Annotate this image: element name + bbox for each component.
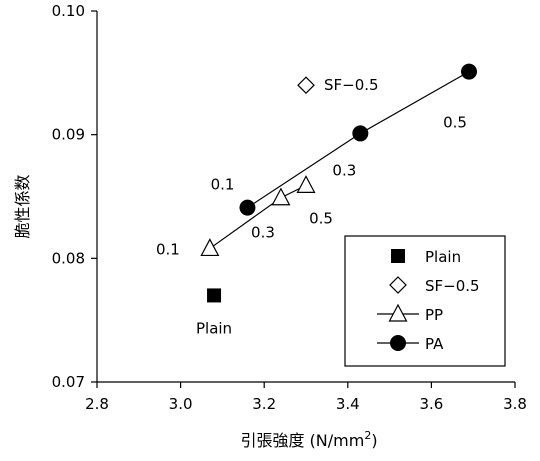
data-labels-layer: Plain SF−0.5 0.1 0.3 0.5 0.1 0.3 0.5 <box>156 76 467 337</box>
x-tick-label: 2.8 <box>85 395 109 413</box>
data-point-pp <box>200 238 220 257</box>
series-sf-0-5 <box>297 76 315 95</box>
axes-layer: 2.8 3.0 3.2 3.4 3.6 3.8 0.07 0.08 0.09 0.10 引張強度 (… <box>13 2 527 450</box>
data-point-sf-0-5 <box>297 76 315 95</box>
legend-marker-sf-0-5 <box>389 276 407 294</box>
data-label-sf-0-5: SF−0.5 <box>324 76 379 94</box>
series-pa <box>239 63 478 216</box>
y-tick-label: 0.09 <box>52 126 85 144</box>
legend: Plain SF−0.5 PP PA <box>344 235 506 367</box>
legend-item-sf-0-5: SF−0.5 <box>389 276 480 295</box>
data-point-pp <box>271 187 291 206</box>
x-tick-label: 3.4 <box>336 395 360 413</box>
y-tick-label: 0.08 <box>52 249 85 267</box>
data-point-pp <box>296 175 316 193</box>
x-axis-title: 引張強度 (N/mm2) <box>240 429 377 450</box>
x-axis-title-suffix: ) <box>371 431 377 450</box>
data-label-pa: 0.1 <box>211 176 235 194</box>
data-point-pa <box>461 63 478 80</box>
data-label-pa: 0.5 <box>443 114 467 132</box>
legend-label-sf-0-5: SF−0.5 <box>425 277 480 295</box>
legend-marker-pa <box>390 335 406 351</box>
data-label-plain: Plain <box>196 319 232 337</box>
x-tick-label: 3.0 <box>169 395 193 413</box>
legend-box <box>344 235 506 367</box>
y-tick-label: 0.10 <box>52 2 85 20</box>
legend-label-pa: PA <box>425 335 444 353</box>
data-label-pa: 0.3 <box>332 161 356 179</box>
data-point-plain <box>207 288 222 303</box>
legend-item-pa: PA <box>377 335 444 353</box>
x-tick-label: 3.8 <box>503 395 527 413</box>
y-tick-label: 0.07 <box>52 373 85 391</box>
legend-marker-plain <box>391 249 405 263</box>
series-pp <box>200 175 316 257</box>
data-label-pp: 0.1 <box>156 240 180 258</box>
legend-item-pp: PP <box>377 303 443 324</box>
legend-label-plain: Plain <box>425 248 461 266</box>
y-axis-title: 脆性係数 <box>13 174 32 238</box>
legend-item-plain: Plain <box>391 248 461 266</box>
data-label-pp: 0.5 <box>309 209 333 227</box>
x-tick-label: 3.6 <box>419 395 443 413</box>
x-tick-label: 3.2 <box>252 395 276 413</box>
data-label-pp: 0.3 <box>251 224 275 242</box>
legend-marker-pp <box>388 303 408 322</box>
x-axis-title-superscript: 2 <box>364 429 371 442</box>
series-plain <box>207 288 222 303</box>
legend-label-pp: PP <box>425 306 443 324</box>
data-point-pa <box>239 199 256 216</box>
data-point-pa <box>352 125 369 142</box>
x-axis-title-main: 引張強度 (N/mm <box>240 431 364 450</box>
series-layer <box>200 63 478 303</box>
